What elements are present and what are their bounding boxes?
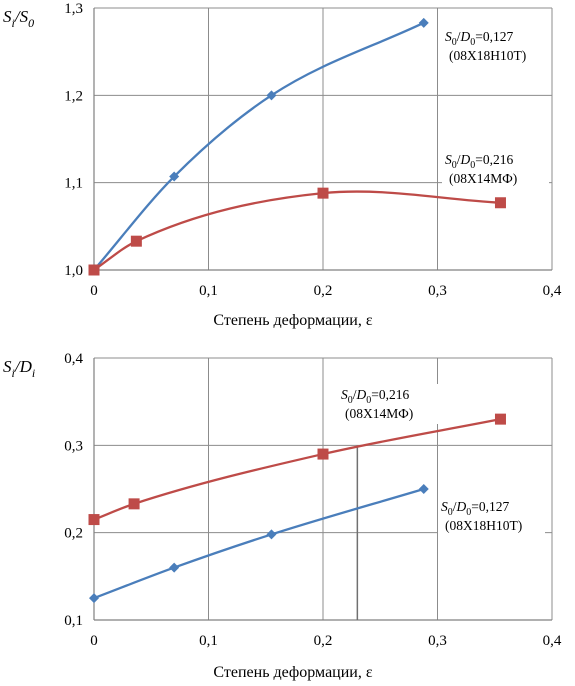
y-tick-label: 1,1 <box>64 176 83 192</box>
x-tick-label: 0,4 <box>543 633 562 649</box>
data-point <box>169 562 180 573</box>
series-label-background <box>338 384 445 424</box>
x-tick-label: 0 <box>90 283 98 299</box>
data-point <box>418 484 429 494</box>
y-label-main: S <box>3 357 12 376</box>
series-line <box>93 487 425 600</box>
x-tick-label: 0,3 <box>428 633 447 649</box>
series-08X18H10T: S0/D0=0,127(08Х18Н10Т) <box>89 17 549 275</box>
label-S: S <box>445 29 452 44</box>
x-tick-label: 0,2 <box>314 283 333 299</box>
series-label-steel: (08Х18Н10Т) <box>445 518 522 533</box>
series-line <box>93 190 501 271</box>
label-sub: 0 <box>348 395 353 406</box>
y-tick-label: 1,2 <box>64 88 83 104</box>
series-08X14MF: S0/D0=0,216(08Х14МФ) <box>88 149 549 276</box>
label-value: =0,216 <box>475 152 513 167</box>
gridlines <box>93 357 553 621</box>
y-label-sub: i <box>32 366 35 380</box>
x-axis-label: Степень деформации, ε <box>213 312 372 329</box>
label-sub: 0 <box>452 160 457 171</box>
y-label-main: S <box>3 7 12 26</box>
y-tick-label: 0,2 <box>64 526 83 542</box>
y-label-div: /S <box>14 7 29 26</box>
x-axis-label: Степень деформации, ε <box>213 664 372 681</box>
series-label-background <box>438 496 545 536</box>
label-S: S <box>441 499 448 514</box>
x-tick-label: 0,3 <box>428 283 447 299</box>
series-label-ratio: S0/D0=0,216 <box>445 152 514 171</box>
series-08X14MF: S0/D0=0,216(08Х14МФ) <box>88 384 506 526</box>
y-tick-label: 0,3 <box>64 438 83 454</box>
x-tick-label: 0 <box>90 633 98 649</box>
label-D: D <box>460 29 471 44</box>
data-point <box>266 90 277 101</box>
data-point <box>317 187 329 199</box>
label-D: D <box>356 387 367 402</box>
y-label-sub: 0 <box>28 16 34 30</box>
series-label-ratio: S0/D0=0,127 <box>441 499 510 518</box>
series-label-ratio: S0/D0=0,127 <box>445 29 514 48</box>
x-tick-label: 0,1 <box>199 633 218 649</box>
label-slash: / <box>457 152 461 167</box>
series-label-steel: (08Х14МФ) <box>345 406 413 421</box>
y-tick-label: 1,0 <box>64 263 83 279</box>
label-sub: 0 <box>448 507 453 518</box>
label-D: D <box>456 499 467 514</box>
series-line <box>93 21 425 271</box>
series-08X18H10T: S0/D0=0,127(08Х18Н10Т) <box>89 484 545 604</box>
series-label-background <box>442 149 549 189</box>
y-tick-label: 0,1 <box>64 613 83 629</box>
series-label-background <box>442 26 549 66</box>
label-sub: 0 <box>470 37 475 48</box>
chart-top: 0 0,1 0,2 0,3 0,41,01,11,21,3S0/D0=0,127(08Х… <box>3 1 562 329</box>
y-tick-label: 0,4 <box>64 351 83 367</box>
series-line <box>93 418 501 521</box>
label-sub: 0 <box>470 160 475 171</box>
data-point <box>128 498 140 510</box>
data-point <box>88 264 100 276</box>
data-point <box>494 197 506 209</box>
chart-bottom: 0 0,1 0,2 0,3 0,40,10,20,30,4S0/D0=0,216(08Х… <box>3 351 562 681</box>
label-value: =0,216 <box>371 387 409 402</box>
data-point <box>89 593 99 604</box>
y-label-div: /D <box>14 357 33 376</box>
label-sub: 0 <box>452 37 457 48</box>
label-sub: 0 <box>466 507 471 518</box>
data-point <box>317 448 329 460</box>
label-S: S <box>445 152 452 167</box>
label-slash: / <box>457 29 461 44</box>
data-point <box>130 235 142 247</box>
label-slash: / <box>353 387 357 402</box>
label-sub: 0 <box>366 395 371 406</box>
series-label-ratio: S0/D0=0,216 <box>341 387 410 406</box>
data-point <box>88 514 100 526</box>
data-point <box>418 17 429 28</box>
series-label-steel: (08Х14МФ) <box>449 171 517 186</box>
label-S: S <box>341 387 348 402</box>
label-value: =0,127 <box>475 29 513 44</box>
y-axis-label: Si/S0 <box>3 7 34 30</box>
x-tick-label: 0,4 <box>543 283 562 299</box>
series-label-steel: (08Х18Н10Т) <box>449 48 526 63</box>
x-tick-label: 0,1 <box>199 283 218 299</box>
label-D: D <box>460 152 471 167</box>
data-point <box>169 171 180 182</box>
label-slash: / <box>453 499 457 514</box>
y-label-sub: i <box>12 366 15 380</box>
y-label-sub: i <box>12 16 15 30</box>
y-tick-label: 1,3 <box>64 1 83 17</box>
x-tick-label: 0,2 <box>314 633 333 649</box>
data-point <box>266 529 277 540</box>
y-axis-label: Si/Di <box>3 357 35 380</box>
label-value: =0,127 <box>471 499 509 514</box>
data-point <box>494 413 506 425</box>
